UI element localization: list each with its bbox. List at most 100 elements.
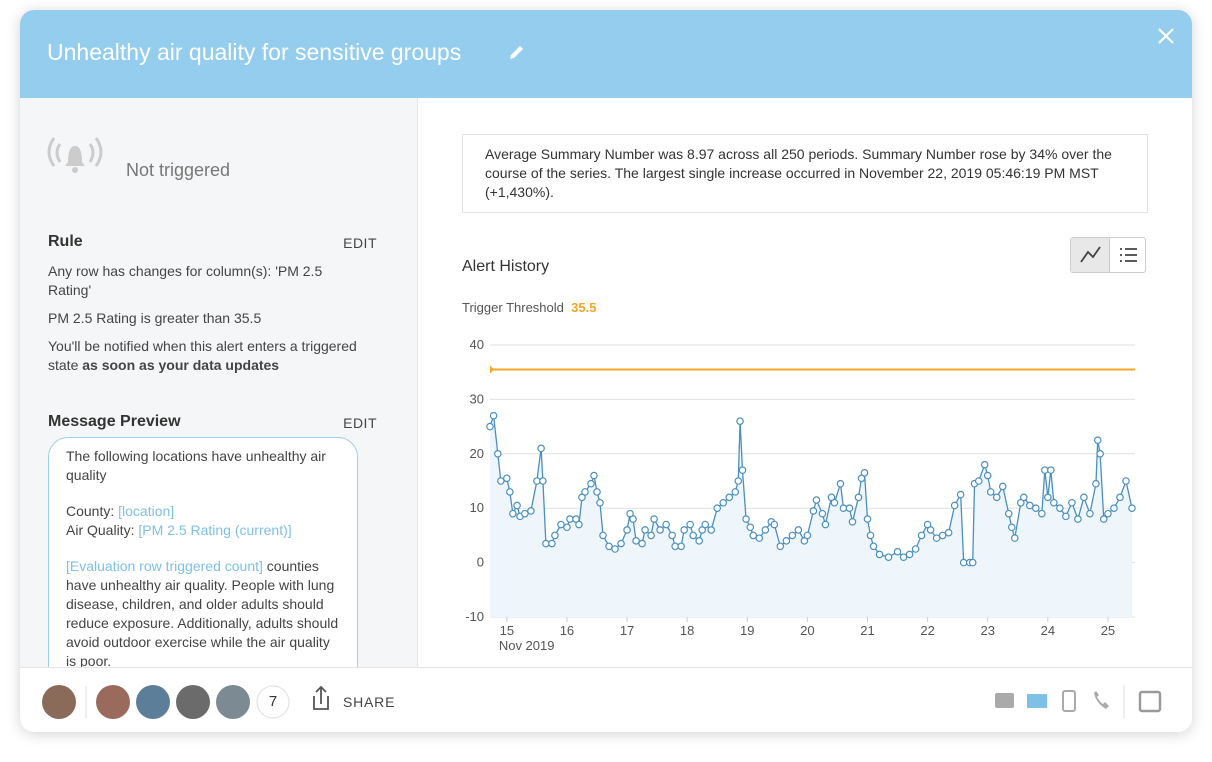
- point: [980, 460, 989, 469]
- point: [968, 558, 977, 567]
- rule-edit[interactable]: EDIT: [343, 235, 377, 251]
- share-icon[interactable]: [313, 685, 329, 710]
- point: [707, 526, 716, 534]
- point: [830, 498, 839, 507]
- point: [1080, 493, 1088, 502]
- point: [788, 531, 797, 540]
- point: [782, 537, 791, 545]
- chart-view-button[interactable]: [1071, 238, 1109, 272]
- point: [725, 493, 734, 502]
- point: [1026, 501, 1034, 510]
- point: [794, 526, 803, 534]
- point: [638, 539, 646, 548]
- point: [1050, 498, 1058, 507]
- point: [1047, 466, 1055, 474]
- point: [803, 531, 812, 540]
- bell-icon: [47, 137, 103, 173]
- county-line: County: [location]: [66, 502, 340, 521]
- summary: Average Summary Number was 8.97 across a…: [462, 134, 1148, 213]
- point: [503, 474, 511, 483]
- share[interactable]: SHARE: [343, 694, 396, 710]
- mobile-icon[interactable]: [1062, 690, 1076, 712]
- point: [875, 550, 884, 559]
- point: [1116, 493, 1124, 502]
- point: [551, 531, 559, 540]
- phone-icon[interactable]: [1094, 691, 1109, 709]
- point: [513, 501, 521, 510]
- point: [695, 537, 703, 545]
- point: [587, 479, 595, 488]
- sms-icon[interactable]: [995, 693, 1014, 708]
- point: [506, 488, 514, 496]
- point: [539, 477, 547, 485]
- avatar[interactable]: [96, 685, 130, 719]
- avatar[interactable]: [42, 685, 76, 719]
- point: [497, 477, 505, 485]
- y-tick-label: 40: [470, 337, 484, 352]
- point: [581, 488, 589, 496]
- point: [1038, 509, 1046, 518]
- avatar[interactable]: [136, 685, 170, 719]
- area: [490, 415, 1132, 617]
- point: [848, 518, 857, 526]
- point: [527, 507, 535, 515]
- x-tick-label: 25: [1101, 623, 1115, 638]
- point: [932, 534, 941, 542]
- body-text: counties have unhealthy air quality. Peo…: [66, 558, 339, 667]
- point: [713, 504, 722, 513]
- point: [1019, 493, 1028, 502]
- schedule-icon[interactable]: [1138, 690, 1162, 713]
- rule-line: Any row has changes for column(s): 'PM 2…: [48, 263, 323, 298]
- point: [734, 477, 743, 485]
- point: [629, 515, 637, 523]
- point: [938, 531, 947, 540]
- point: [1056, 504, 1064, 513]
- point: [866, 531, 875, 540]
- alert-modal: Unhealthy air quality for sensitive grou…: [20, 10, 1192, 732]
- point: [821, 520, 830, 529]
- point: [668, 531, 676, 540]
- point: [884, 553, 893, 561]
- point: [557, 520, 565, 529]
- x-tick-label: 19: [740, 623, 754, 638]
- point: [617, 539, 625, 548]
- point: [623, 526, 631, 534]
- recipients: [42, 685, 329, 719]
- x-tick-label: 24: [1041, 623, 1055, 638]
- point: [1128, 504, 1136, 513]
- point: [944, 528, 953, 537]
- count-badge[interactable]: [256, 685, 290, 719]
- point: [1074, 515, 1082, 523]
- avatar[interactable]: [176, 685, 210, 719]
- x-tick-label: 21: [860, 623, 874, 638]
- avatar[interactable]: [216, 685, 250, 719]
- point: [749, 531, 758, 540]
- point: [632, 537, 640, 545]
- point: [1093, 436, 1102, 445]
- status: Not triggered: [126, 160, 231, 180]
- x-tick-label: 22: [920, 623, 934, 638]
- point: [563, 523, 571, 532]
- point: [863, 515, 872, 523]
- point: [605, 542, 613, 551]
- email-icon[interactable]: [1027, 694, 1047, 708]
- threshold-value: 35.5: [571, 300, 597, 315]
- x-tick-label: 23: [980, 623, 994, 638]
- point: [599, 531, 607, 540]
- x-axis-annotation: Nov 2019: [499, 638, 555, 653]
- x-tick-label: 18: [680, 623, 694, 638]
- point: [1068, 498, 1076, 507]
- chart: -10 0 10 20 30 40 15 16 17 18 19 20 21 22 23 24 25 Nov 20…: [465, 337, 1136, 653]
- message-edit[interactable]: EDIT: [343, 415, 377, 431]
- list-view-button[interactable]: [1109, 238, 1146, 272]
- point: [575, 520, 583, 529]
- header: Unhealthy air quality for sensitive grou…: [20, 10, 1192, 98]
- edit-title-icon[interactable]: [508, 43, 526, 61]
- point: [869, 542, 878, 551]
- channels: [995, 685, 1162, 718]
- point: [854, 493, 863, 502]
- count: 7: [268, 693, 278, 710]
- close-button[interactable]: [1156, 26, 1176, 46]
- x-tick-label: 17: [620, 623, 634, 638]
